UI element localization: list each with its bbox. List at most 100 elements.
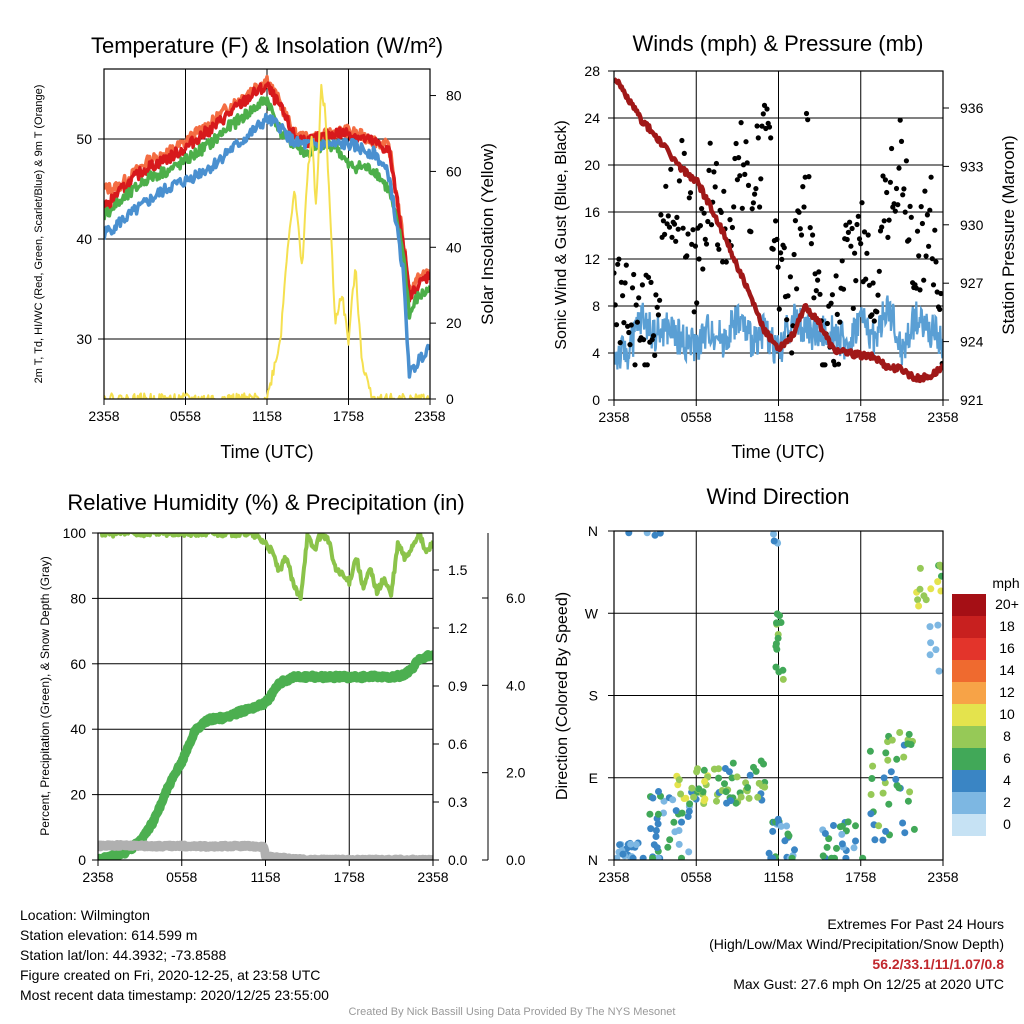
wind-direction-point [660,797,668,805]
wind-direction-point [895,784,903,792]
wind-direction-point [652,827,660,834]
wind-direction-point [905,730,913,738]
gust-point [849,225,855,232]
wind-direction-point [791,846,798,854]
station-elevation: Station elevation: 614.599 m [20,927,198,943]
gust-point [663,183,669,189]
wind-direction-point [713,797,720,805]
gust-point [629,285,636,291]
gust-point [870,280,876,286]
gust-point [685,231,691,237]
gust-point [834,311,840,317]
gust-point [723,259,729,265]
gust-point [715,242,721,248]
station-info: Location: Wilmington Station elevation: … [20,905,329,1005]
gust-point [631,271,637,278]
wind-direction-point [825,835,833,843]
legend-swatch [952,814,986,836]
wind-direction-point [614,854,621,860]
wind-direction-point [769,854,776,860]
snow-depth-line [98,840,433,860]
figure-created: Figure created on Fri, 2020-12-25, at 23… [20,967,321,983]
gust-point [855,213,861,219]
gust-point [928,174,934,180]
gust-point [731,204,737,210]
y2-tick-label: 80 [446,88,462,104]
wind-title: Winds (mph) & Pressure (mb) [633,31,924,56]
wind-direction-point [688,784,696,792]
y-tick-label: 16 [584,204,600,220]
y-tick-label: 0 [78,852,86,868]
legend-swatch [952,616,986,638]
wind-direction-point [910,825,918,833]
gust-point [810,232,816,238]
gust-point [924,212,931,218]
gust-point [657,297,663,303]
x-tick-label: 1758 [845,869,876,885]
rh-ylabel-left: Percent, Precipitation (Green), & Snow D… [38,556,52,835]
wind-direction-point [649,854,657,860]
gust-point [706,167,712,173]
y2-tick-label: 924 [960,334,984,350]
temp-ylabel-left: 2m T, Td, HI/WC (Red, Green, Scarlet/Blu… [33,85,45,384]
wind-direction-point [879,836,887,844]
gust-point [927,207,933,213]
gust-point [653,292,659,298]
gust-point [650,333,657,339]
max-gust: Max Gust: 27.6 mph On 12/25 at 2020 UTC [733,976,1004,992]
gust-point [874,309,880,315]
legend-swatch [952,770,986,792]
y2-tick-label: 0 [446,391,454,407]
gust-point [889,145,895,152]
speed-legend: mph 20+ 18 16 14 12 10 8 6 4 2 0 [952,575,1020,836]
wind-direction-point [656,531,664,537]
gust-point [621,320,627,326]
credit-line: Created By Nick Bassill Using Data Provi… [348,1006,676,1018]
wind-direction-point [745,794,753,802]
wind-direction-point [701,795,709,803]
extremes-title: Extremes For Past 24 Hours [827,916,1004,932]
gust-point [766,124,773,130]
gust-point [852,250,858,256]
gust-point [822,362,828,368]
gust-point [665,213,671,219]
gust-point [757,204,763,210]
wind-direction-point [914,596,922,604]
wind-direction-point [884,756,892,764]
gust-point [622,280,628,286]
wind-direction-point [901,829,909,837]
extremes-values: 56.2/33.1/11/1.07/0.8 [872,956,1004,972]
gust-point [764,106,770,112]
wind-direction-point [732,799,740,807]
rh-precip-panel: Relative Humidity (%) & Precipitation (i… [38,490,526,885]
gust-point [839,258,845,264]
wind-direction-point [932,646,940,654]
gust-point [690,227,696,233]
wind-direction-point [916,564,924,572]
precip-tick-label: 0.3 [448,794,468,810]
wind-direction-point [893,755,901,763]
gust-point [837,319,843,325]
rh-series [98,533,433,860]
gust-point [896,165,902,171]
gust-point [916,253,922,259]
gust-point [806,174,812,180]
gust-point [705,218,711,225]
wind-direction-point [770,537,778,545]
x-tick-label: 1158 [763,409,793,425]
wind-direction-point [754,793,762,801]
gust-point [755,135,761,141]
wind-direction-point [715,774,723,782]
gust-point [768,135,774,141]
wind-direction-point [715,765,723,773]
gust-point [815,277,821,283]
wind-direction-point [670,818,678,826]
wind-direction-point [647,825,655,833]
dir-series [614,531,943,860]
gust-point [758,176,764,182]
gust-point [864,250,870,256]
gust-point [614,302,618,308]
gust-point [644,362,650,368]
legend-label: 20+ [995,596,1019,612]
